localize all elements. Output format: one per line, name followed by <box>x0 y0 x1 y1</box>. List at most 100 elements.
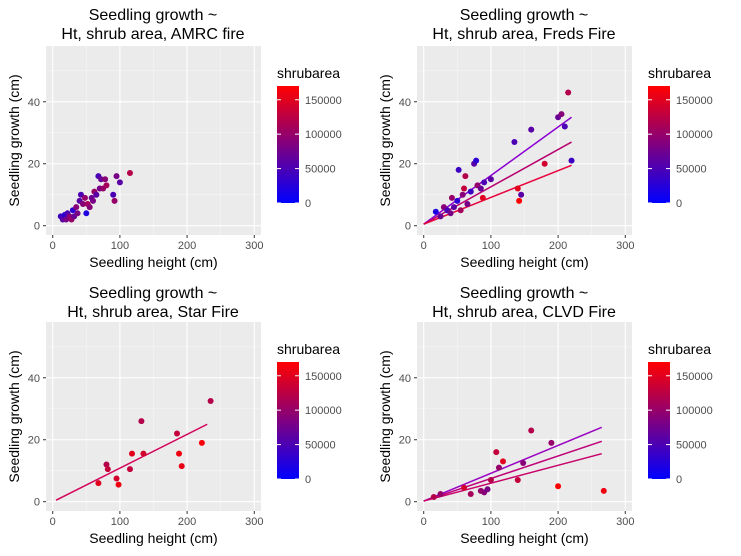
chart-title-line-2: Ht, shrub area, Freds Fire <box>432 26 615 43</box>
data-point <box>93 191 100 198</box>
legend-tick-label: 100000 <box>305 405 342 417</box>
panel-3: Seedling growth ~ Ht, shrub area, Star Fi… <box>6 285 342 546</box>
data-point <box>493 449 500 456</box>
y-tick-label: 0 <box>405 221 411 233</box>
fit-line <box>423 452 602 502</box>
x-axis-title: Seedling height (cm) <box>89 254 217 270</box>
data-point <box>495 464 502 471</box>
data-point <box>450 204 457 211</box>
y-tick-label: 40 <box>28 97 40 109</box>
legend-tick-label: 0 <box>305 198 311 210</box>
data-point <box>432 208 439 215</box>
x-tick-label: 0 <box>50 516 56 528</box>
fit-line <box>55 423 208 501</box>
data-point <box>176 450 183 457</box>
x-tick-label: 200 <box>178 240 196 252</box>
data-point <box>541 160 548 167</box>
chart-title-line-2: Ht, shrub area, AMRC fire <box>61 26 244 43</box>
data-point <box>103 182 110 189</box>
data-point <box>484 486 491 493</box>
data-point <box>113 475 120 482</box>
data-point <box>548 439 555 446</box>
x-axis-title: Seedling height (cm) <box>460 254 588 270</box>
y-tick-label: 20 <box>399 159 411 171</box>
data-point <box>461 185 468 192</box>
x-tick-label: 100 <box>111 240 129 252</box>
data-point <box>600 487 607 494</box>
data-point <box>126 170 133 177</box>
data-point <box>126 466 133 473</box>
data-point <box>473 157 480 164</box>
x-tick-label: 300 <box>245 516 263 528</box>
data-point <box>487 477 494 484</box>
legend-colorbar <box>277 362 299 479</box>
legend-title: shrubarea <box>648 65 711 81</box>
data-point <box>561 123 568 130</box>
fit-line <box>423 116 572 225</box>
x-tick-label: 0 <box>421 516 427 528</box>
data-point <box>481 179 488 186</box>
legend-title: shrubarea <box>648 341 711 357</box>
data-point <box>129 450 135 457</box>
legend-tick-label: 100000 <box>305 129 342 141</box>
x-tick-label: 300 <box>616 516 634 528</box>
x-tick-label: 200 <box>549 240 567 252</box>
chart-title-line-1: Seedling growth ~ <box>89 7 218 24</box>
legend-tick-label: 150000 <box>305 95 342 107</box>
data-point <box>467 188 474 195</box>
x-axis-title: Seedling height (cm) <box>89 530 217 546</box>
data-point <box>86 204 93 211</box>
fit-line <box>423 426 603 502</box>
y-tick-label: 0 <box>34 497 40 509</box>
x-tick-label: 200 <box>549 516 567 528</box>
y-tick-label: 20 <box>28 159 40 171</box>
legend-tick-label: 0 <box>676 474 682 486</box>
data-point <box>115 481 122 488</box>
legend-tick-label: 0 <box>305 474 311 486</box>
data-point <box>511 139 518 146</box>
data-point <box>447 210 454 217</box>
chart-title-line-2: Ht, shrub area, Star Fire <box>67 304 239 321</box>
data-point <box>174 430 181 437</box>
data-point <box>74 210 81 217</box>
data-point <box>520 459 527 466</box>
legend-tick-label: 150000 <box>676 95 713 107</box>
data-point <box>461 484 468 491</box>
data-point <box>111 197 118 204</box>
data-point <box>116 179 123 186</box>
legend-tick-label: 50000 <box>676 164 707 176</box>
legend-tick-label: 50000 <box>676 440 707 452</box>
data-point <box>83 210 90 217</box>
legend-tick-label: 0 <box>676 198 682 210</box>
data-point <box>79 201 86 208</box>
data-point <box>73 204 80 211</box>
data-point <box>528 427 535 434</box>
data-point <box>95 480 102 487</box>
chart-title-line-1: Seedling growth ~ <box>460 285 589 302</box>
legend-tick-label: 50000 <box>305 164 336 176</box>
y-axis-title: Seedling growth (cm) <box>6 350 22 482</box>
data-point <box>464 201 471 208</box>
data-point <box>104 466 111 473</box>
data-point <box>430 494 437 501</box>
x-tick-label: 100 <box>482 516 500 528</box>
data-point <box>528 126 535 133</box>
y-axis-title: Seedling growth (cm) <box>377 74 393 206</box>
data-point <box>514 185 521 192</box>
y-axis-title: Seedling growth (cm) <box>6 74 22 206</box>
legend-tick-label: 100000 <box>676 129 713 141</box>
legend-tick-label: 100000 <box>676 405 713 417</box>
data-point <box>500 458 506 465</box>
y-tick-label: 0 <box>405 497 411 509</box>
x-tick-label: 0 <box>50 240 56 252</box>
data-point <box>178 463 185 470</box>
legend-tick-label: 150000 <box>305 371 342 383</box>
data-point <box>113 173 120 180</box>
data-point <box>437 490 444 497</box>
data-point <box>437 213 444 220</box>
legend-colorbar <box>277 86 299 203</box>
data-point <box>454 197 461 204</box>
data-point <box>90 197 97 204</box>
y-tick-label: 40 <box>399 373 411 385</box>
